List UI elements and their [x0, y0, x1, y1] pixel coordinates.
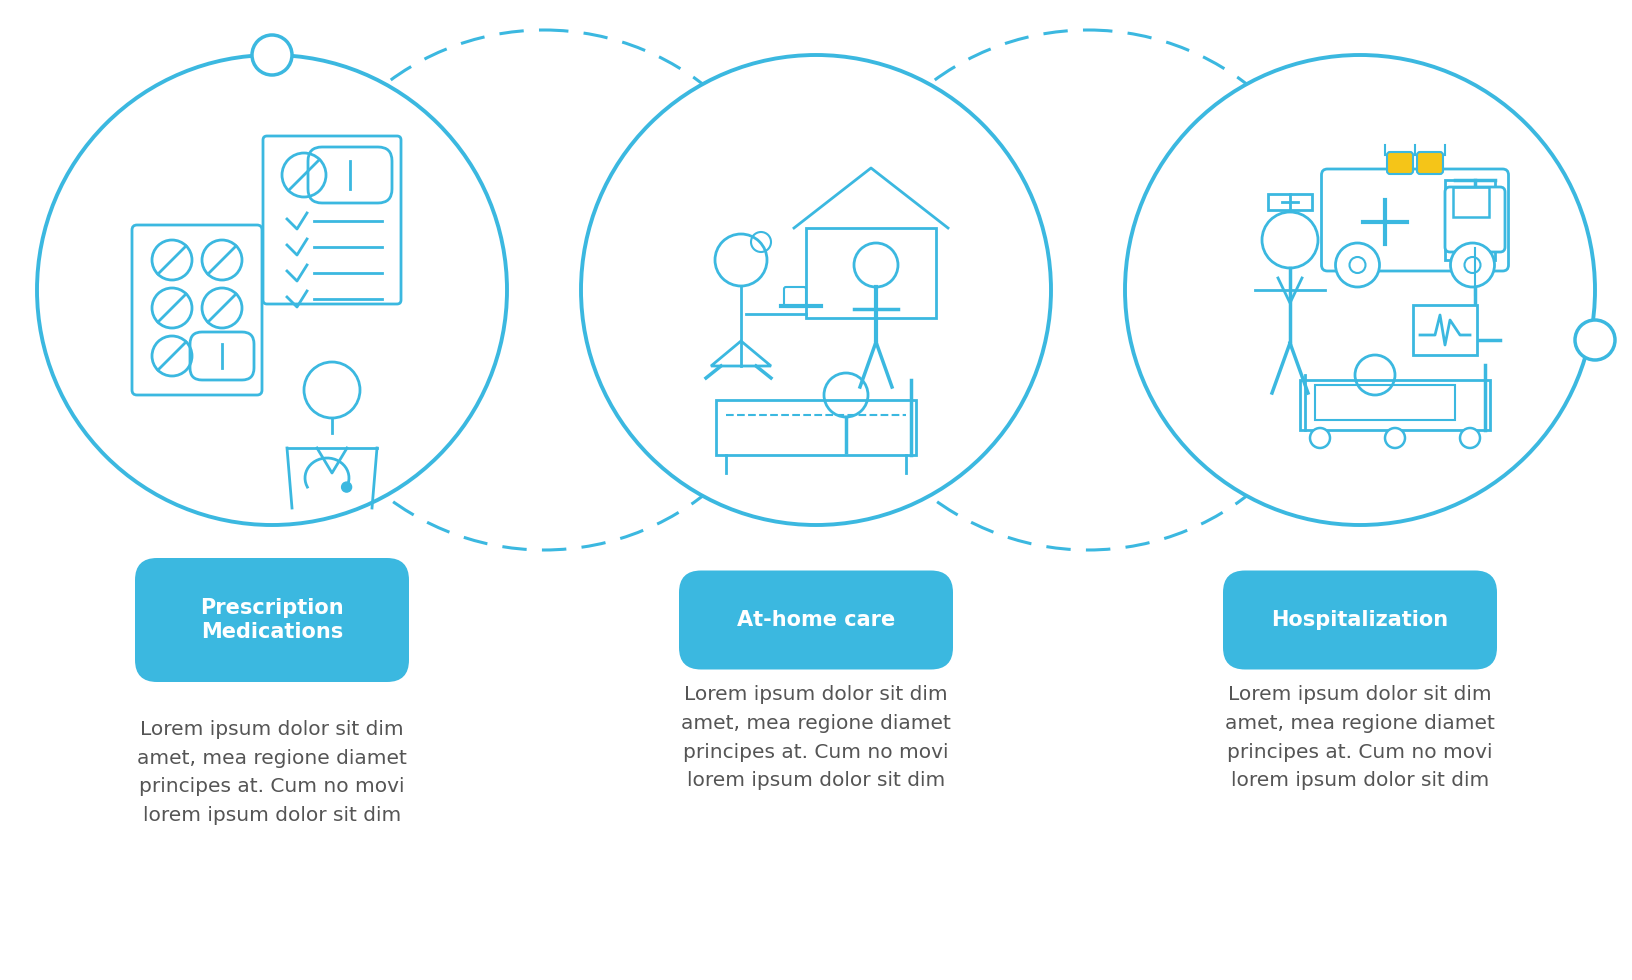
- Circle shape: [1309, 428, 1328, 448]
- Bar: [1451, 187, 1488, 217]
- Circle shape: [38, 55, 506, 525]
- Circle shape: [341, 482, 351, 492]
- Circle shape: [1384, 428, 1404, 448]
- FancyBboxPatch shape: [679, 570, 953, 669]
- Text: Lorem ipsum dolor sit dim
amet, mea regione diamet
principes at. Cum no movi
lor: Lorem ipsum dolor sit dim amet, mea regi…: [1224, 685, 1493, 790]
- Bar: [806, 228, 935, 318]
- FancyBboxPatch shape: [1444, 187, 1505, 252]
- FancyBboxPatch shape: [132, 225, 261, 395]
- Text: Lorem ipsum dolor sit dim
amet, mea regione diamet
principes at. Cum no movi
lor: Lorem ipsum dolor sit dim amet, mea regi…: [137, 720, 406, 825]
- Circle shape: [251, 35, 292, 75]
- Ellipse shape: [1242, 165, 1477, 395]
- FancyBboxPatch shape: [1386, 152, 1412, 174]
- Ellipse shape: [194, 195, 424, 425]
- Bar: [1299, 380, 1488, 430]
- FancyBboxPatch shape: [135, 558, 408, 682]
- Bar: [1444, 180, 1493, 260]
- FancyBboxPatch shape: [1320, 169, 1508, 271]
- Circle shape: [1124, 55, 1594, 525]
- Bar: [1314, 385, 1454, 420]
- Text: At-home care: At-home care: [736, 610, 894, 630]
- Text: Lorem ipsum dolor sit dim
amet, mea regione diamet
principes at. Cum no movi
lor: Lorem ipsum dolor sit dim amet, mea regi…: [681, 685, 950, 790]
- Circle shape: [1573, 320, 1614, 360]
- Ellipse shape: [700, 195, 940, 425]
- Bar: [1412, 305, 1475, 355]
- Circle shape: [1449, 243, 1493, 287]
- Text: Prescription
Medications: Prescription Medications: [201, 598, 344, 643]
- Circle shape: [1459, 428, 1479, 448]
- Circle shape: [1335, 243, 1379, 287]
- Bar: [715, 400, 916, 455]
- FancyBboxPatch shape: [1417, 152, 1443, 174]
- Bar: [1266, 194, 1310, 210]
- Text: Hospitalization: Hospitalization: [1271, 610, 1448, 630]
- FancyBboxPatch shape: [263, 136, 401, 304]
- Circle shape: [581, 55, 1051, 525]
- Circle shape: [304, 362, 359, 418]
- FancyBboxPatch shape: [1222, 570, 1497, 669]
